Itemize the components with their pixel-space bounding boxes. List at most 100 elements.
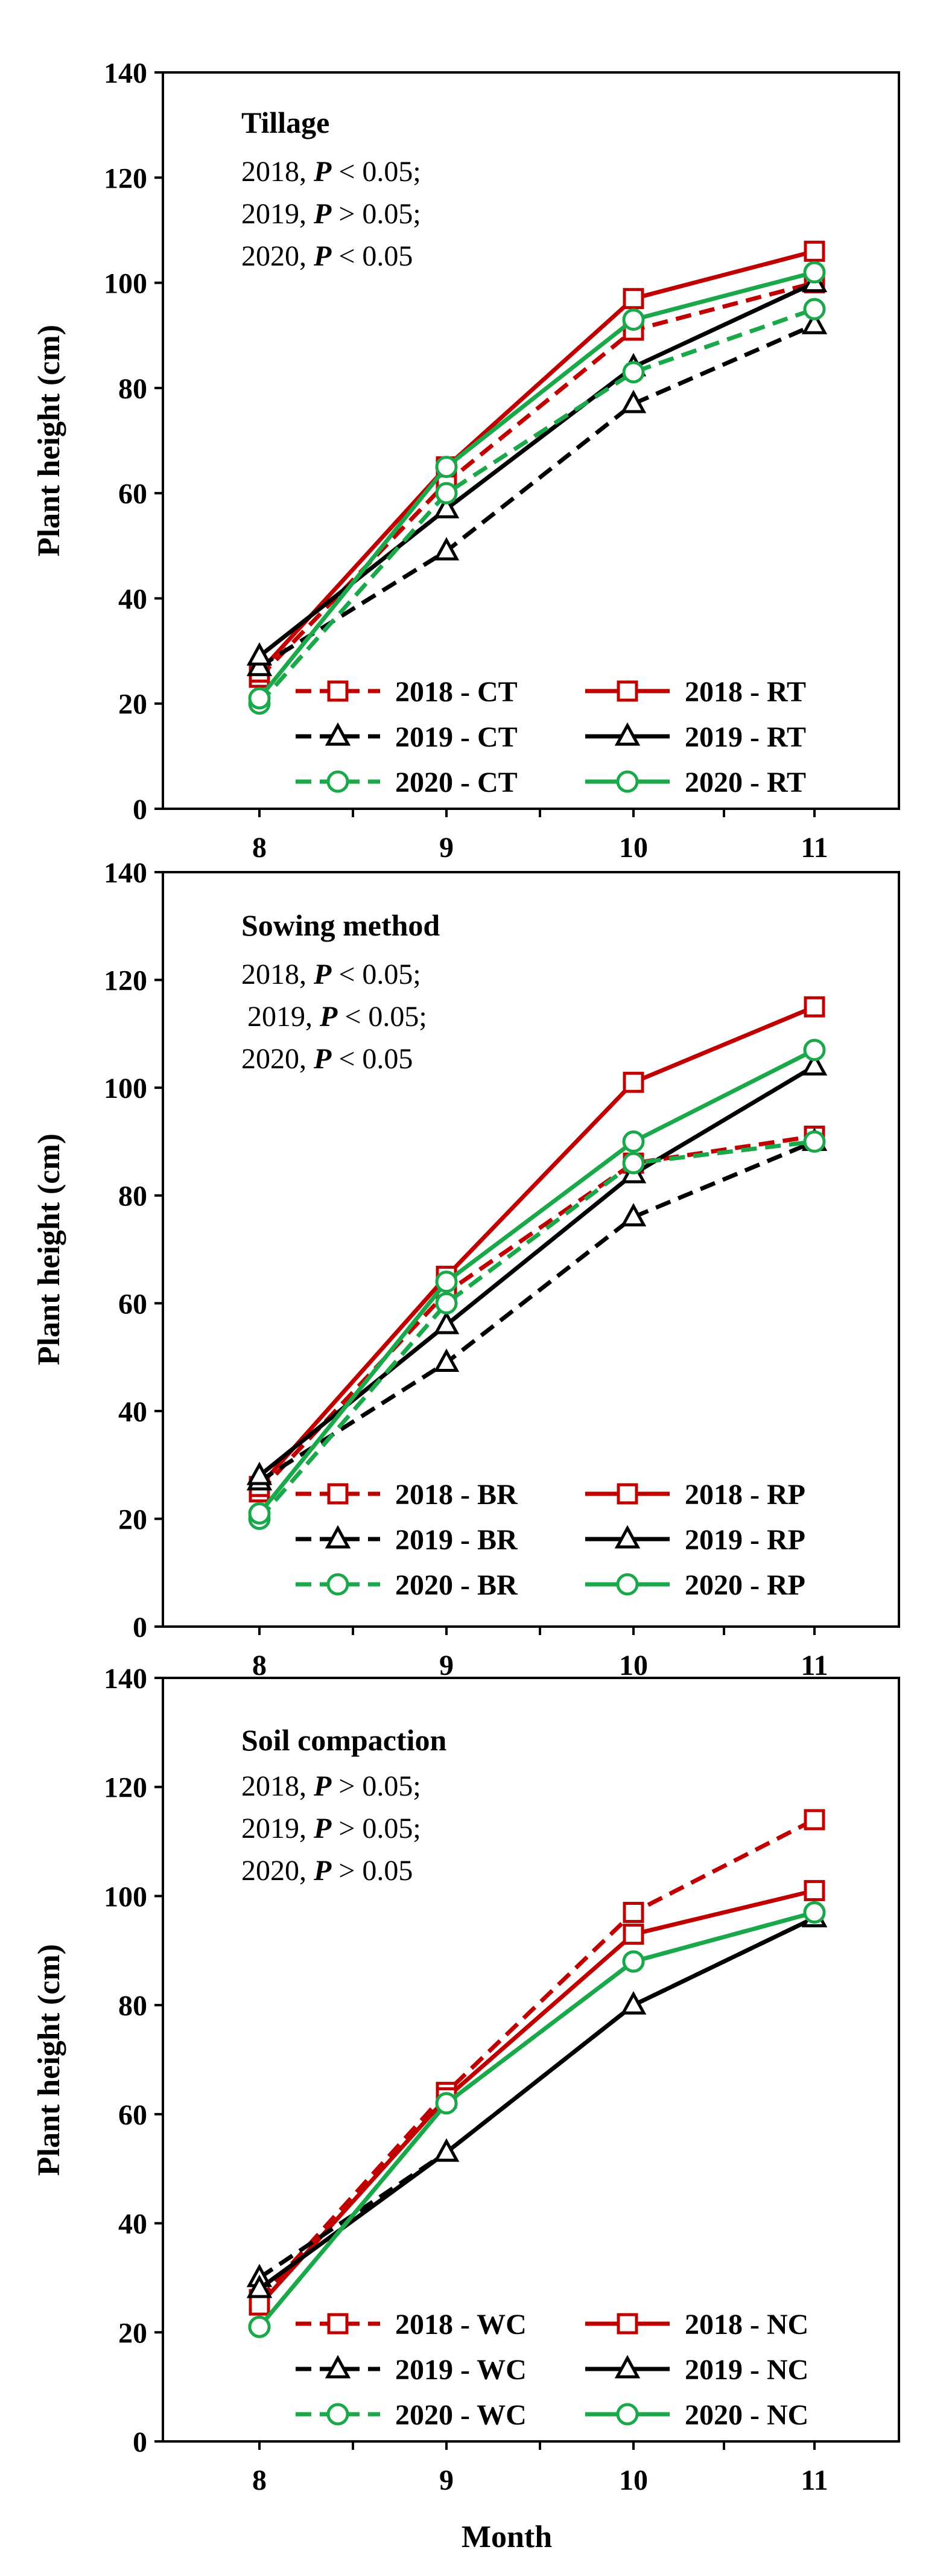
legend-marker bbox=[327, 680, 349, 702]
y-tick-label: 40 bbox=[118, 2208, 147, 2240]
x-tick-label: 9 bbox=[439, 2464, 454, 2496]
stat-value: > 0.05; bbox=[338, 1812, 421, 1844]
data-point bbox=[803, 1901, 826, 1924]
series-line bbox=[258, 249, 815, 674]
legend-item: 2019 - NC bbox=[585, 2354, 808, 2386]
data-point bbox=[433, 1310, 460, 1334]
data-point bbox=[435, 482, 458, 505]
data-point bbox=[248, 2315, 271, 2338]
x-tick-label: 9 bbox=[439, 832, 454, 864]
legend-label: 2019 - RP bbox=[685, 1524, 805, 1556]
legend-item: 2018 - WC bbox=[296, 2309, 527, 2341]
legend-marker bbox=[616, 770, 639, 793]
stat-value: > 0.05; bbox=[338, 198, 421, 230]
series-2020-rp bbox=[248, 1039, 826, 1525]
legend-item: 2019 - RT bbox=[585, 721, 806, 753]
stat-year: 2018, bbox=[241, 1770, 306, 1802]
stat-value: < 0.05; bbox=[338, 958, 421, 990]
y-tick-label: 0 bbox=[133, 794, 147, 826]
x-axis-label: Month bbox=[462, 2520, 552, 2554]
stat-year: 2020, bbox=[241, 1855, 306, 1887]
series-line bbox=[258, 1004, 816, 1488]
y-tick-label: 60 bbox=[118, 2099, 147, 2131]
stat-line-2020: 2020, P < 0.05 bbox=[241, 1043, 413, 1075]
stat-p-symbol: P bbox=[313, 1812, 332, 1844]
legend-item: 2020 - RT bbox=[585, 767, 806, 799]
y-tick-label: 120 bbox=[104, 1772, 147, 1804]
stat-year: 2019, bbox=[241, 1812, 306, 1844]
legend-item: 2019 - RP bbox=[585, 1524, 805, 1556]
y-tick-label: 40 bbox=[118, 1396, 147, 1428]
series-2020-nc bbox=[248, 1901, 826, 2338]
legend-label: 2019 - RT bbox=[685, 721, 806, 753]
plot-frame bbox=[162, 71, 900, 810]
svg-text:2018, P < 0.05;: 2018, P < 0.05; bbox=[241, 156, 421, 188]
legend-item: 2018 - NC bbox=[585, 2309, 808, 2341]
y-tick-label: 20 bbox=[118, 2317, 147, 2349]
series-line bbox=[258, 1048, 816, 1515]
stat-line-2018: 2018, P < 0.05; bbox=[241, 958, 421, 990]
svg-text:2019, P > 0.05;: 2019, P > 0.05; bbox=[241, 198, 421, 230]
svg-text:2019, P < 0.05;: 2019, P < 0.05; bbox=[247, 1001, 427, 1033]
legend-marker bbox=[326, 2403, 349, 2426]
data-point bbox=[246, 2274, 273, 2298]
stat-p-symbol: P bbox=[313, 156, 332, 188]
y-tick-label: 100 bbox=[104, 268, 147, 300]
data-point bbox=[248, 687, 271, 710]
panel-title: Tillage bbox=[241, 106, 329, 139]
data-point bbox=[435, 456, 458, 479]
stat-year: 2018, bbox=[241, 156, 306, 188]
data-point bbox=[620, 1203, 647, 1226]
series-2018-rt bbox=[249, 240, 825, 683]
y-tick-label: 80 bbox=[118, 1990, 147, 2022]
legend-label: 2018 - NC bbox=[685, 2309, 808, 2341]
y-tick-label: 120 bbox=[104, 965, 147, 997]
legend-item: 2020 - WC bbox=[296, 2399, 527, 2431]
stat-year: 2020, bbox=[241, 240, 306, 272]
stat-p-symbol: P bbox=[313, 240, 332, 272]
series-line bbox=[258, 1916, 816, 2291]
legend-label: 2019 - WC bbox=[395, 2354, 527, 2386]
svg-text:2018, P > 0.05;: 2018, P > 0.05; bbox=[241, 1770, 421, 1802]
legend-label: 2020 - RP bbox=[685, 1569, 805, 1601]
legend-marker bbox=[614, 722, 641, 746]
legend-item: 2019 - CT bbox=[296, 721, 518, 753]
legend-item: 2018 - RP bbox=[585, 1479, 805, 1511]
series-line bbox=[258, 1910, 815, 2329]
legend-marker bbox=[327, 2313, 349, 2335]
data-point bbox=[620, 389, 647, 413]
data-point bbox=[801, 311, 828, 334]
legend-marker bbox=[327, 1483, 349, 1505]
panel-tillage: Plant height (cm) Tillage 2018, P < 0.05… bbox=[32, 57, 900, 864]
x-tick-label: 8 bbox=[252, 1650, 267, 1682]
plot-frame bbox=[162, 871, 900, 1628]
series-line bbox=[258, 281, 815, 679]
legend-item: 2019 - WC bbox=[296, 2354, 527, 2386]
stat-year: 2020, bbox=[241, 1043, 306, 1075]
data-point bbox=[435, 2092, 458, 2115]
series-line bbox=[258, 1064, 816, 1478]
stat-p-symbol: P bbox=[313, 198, 332, 230]
data-point bbox=[803, 261, 826, 284]
series-line bbox=[258, 1140, 816, 1483]
legend-item: 2018 - CT bbox=[296, 676, 518, 708]
data-point bbox=[620, 1991, 647, 2015]
x-tick-label: 11 bbox=[801, 2464, 828, 2496]
legend-label: 2018 - RP bbox=[685, 1479, 805, 1511]
x-tick-label: 9 bbox=[439, 1650, 454, 1682]
legend-label: 2020 - RT bbox=[685, 767, 806, 799]
legend-label: 2020 - BR bbox=[395, 1569, 518, 1601]
data-point bbox=[801, 1052, 828, 1076]
series-2020-rt bbox=[248, 261, 826, 710]
data-point bbox=[804, 1879, 825, 1901]
legend-marker bbox=[617, 680, 638, 702]
svg-text:2018, P < 0.05;: 2018, P < 0.05; bbox=[241, 958, 421, 990]
data-point bbox=[622, 1152, 645, 1175]
stat-p-symbol: P bbox=[313, 1770, 332, 1802]
data-point bbox=[622, 1950, 645, 1973]
series-2019-ct bbox=[246, 311, 828, 677]
legend-marker bbox=[326, 1573, 349, 1596]
panel-title: Sowing method bbox=[241, 908, 440, 942]
data-point bbox=[622, 1130, 645, 1153]
